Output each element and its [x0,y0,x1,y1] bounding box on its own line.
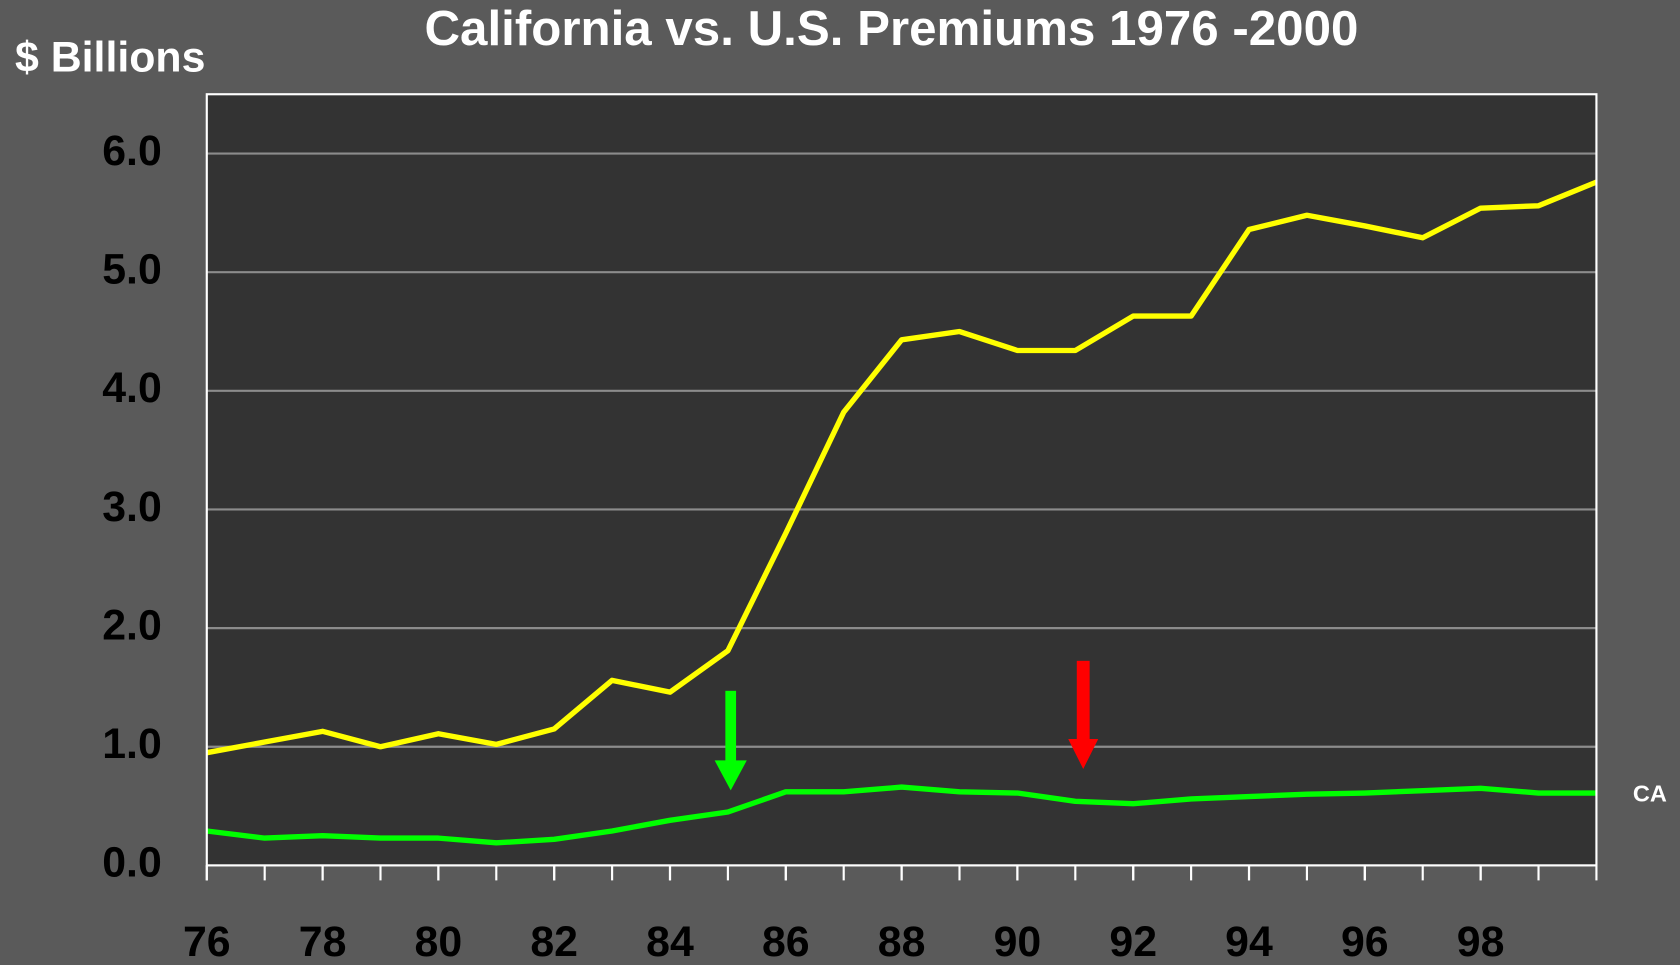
series-label: CA [1633,780,1667,806]
x-tick-label: 98 [1457,918,1505,965]
plot: 0.0 1.0 2.0 3.0 4.0 5.0 6.0 76 78 80 82 84 86 88 90 92 9… [102,127,1667,965]
x-tick-label: 78 [299,918,347,965]
y-tick-label: 2.0 [102,601,162,649]
y-axis-label: $ Billions [15,33,205,81]
x-tick-label: 96 [1341,918,1389,965]
x-tick-label: 76 [183,918,231,965]
series-line [206,784,1597,846]
y-tick-label: 5.0 [102,246,162,294]
x-tick-label: 82 [530,918,578,965]
x-tick-label: 88 [878,918,926,965]
x-tick-label: 90 [994,918,1042,965]
y-tick-label: 1.0 [102,720,162,768]
plot-border [205,93,1598,867]
x-tick-label: 84 [646,918,694,965]
x-tick-label: 94 [1225,918,1273,965]
green-arrow-shaft [725,690,737,764]
x-tick-label: 86 [762,918,810,965]
y-tick-label: 6.0 [102,127,162,175]
red-arrow-shaft [1076,660,1090,741]
y-tick-label: 3.0 [102,483,162,531]
green-arrow-head [714,760,747,791]
x-tick-label: 92 [1109,918,1157,965]
plot-area [206,94,1597,866]
y-tick-label: 4.0 [102,364,162,412]
y-tick-label: 0.0 [102,839,162,887]
x-tick-label: 80 [415,918,463,965]
red-arrow-head [1068,739,1099,770]
series-line [206,179,1598,756]
chart-title: California vs. U.S. Premiums 1976 -2000 [424,1,1358,56]
arrows [714,660,1099,791]
